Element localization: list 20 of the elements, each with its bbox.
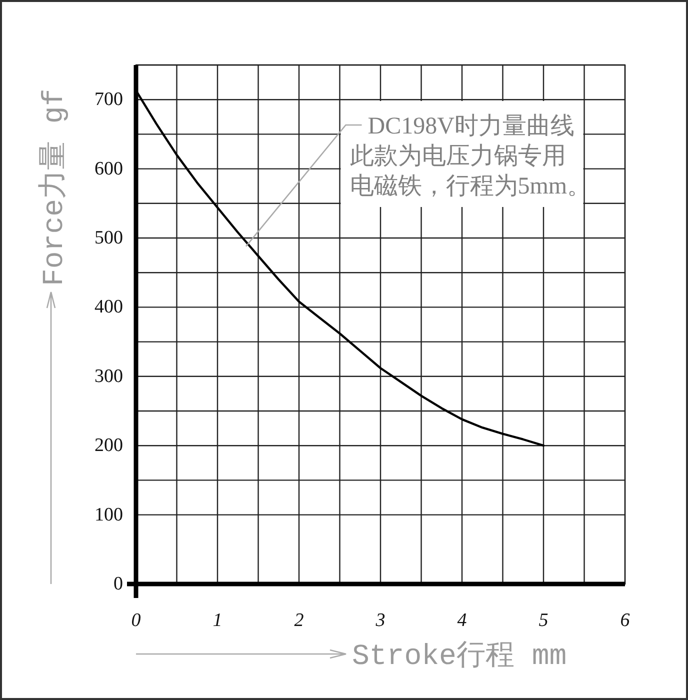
y-axis-title: Force力量 gf — [38, 88, 71, 286]
x-tick-label: 4 — [457, 610, 468, 631]
annotation: 电磁铁，行程为5mm。 — [350, 174, 592, 200]
y-tick-label: 200 — [94, 435, 123, 456]
y-tick-label: 100 — [94, 504, 123, 526]
y-tick-label: 500 — [94, 228, 123, 248]
annotation: DC198V时力量曲线 — [368, 114, 574, 140]
y-tick-label: 700 — [94, 89, 123, 110]
x-axis-title: Stroke行程 mm — [352, 640, 567, 673]
y-tick-label: 300 — [94, 366, 123, 387]
x-tick-label: 3 — [374, 610, 386, 631]
annotation: 此款为电压力锅专用 — [350, 144, 566, 170]
y-tick-label: 0 — [114, 574, 123, 594]
x-tick-label: 2 — [294, 610, 304, 631]
x-tick-label: 5 — [538, 610, 548, 631]
x-tick-label: 0 — [131, 610, 142, 631]
y-tick-label: 400 — [94, 296, 123, 318]
x-tick-label: 6 — [620, 610, 630, 631]
y-tick-label: 600 — [94, 158, 123, 180]
x-tick-label: 1 — [212, 610, 222, 631]
